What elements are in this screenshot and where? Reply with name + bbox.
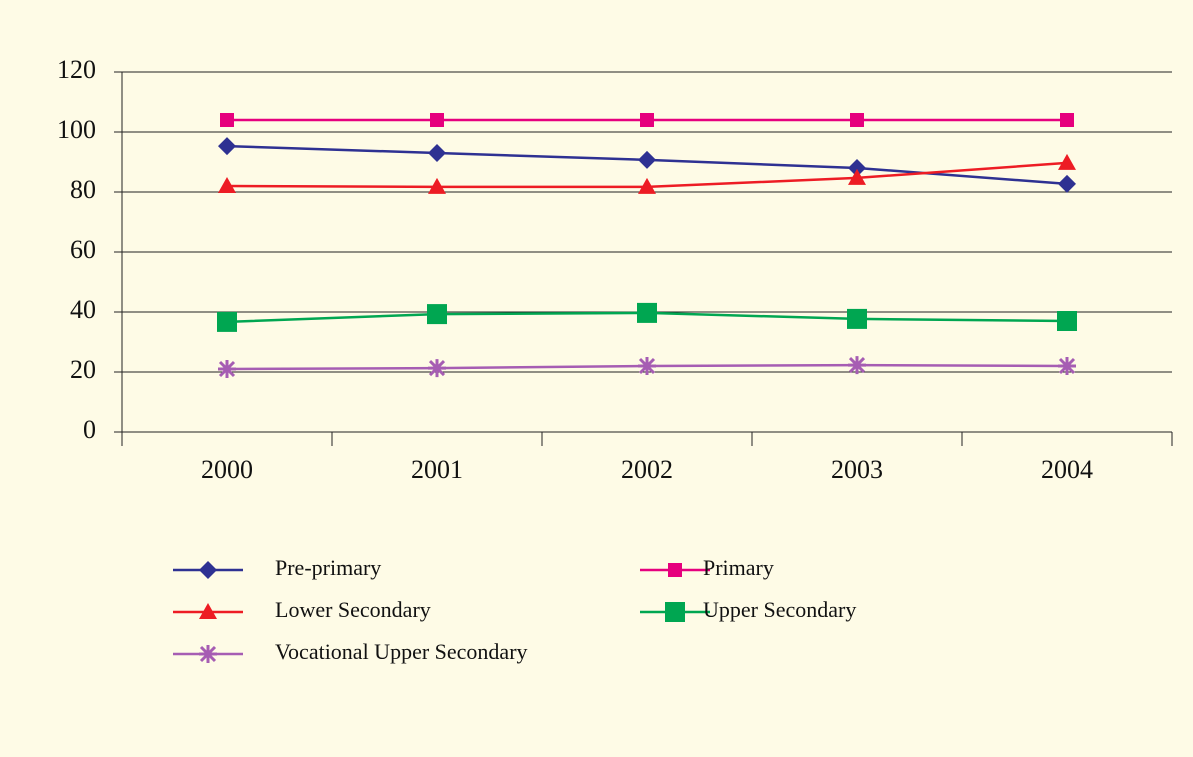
x-tick-label: 2002 — [621, 455, 673, 484]
marker — [1060, 113, 1074, 127]
marker — [218, 360, 236, 378]
marker — [850, 113, 864, 127]
x-tick-label: 2000 — [201, 455, 253, 484]
y-tick-label: 20 — [70, 355, 96, 384]
x-tick-label: 2004 — [1041, 455, 1093, 484]
y-tick-label: 0 — [83, 415, 96, 444]
marker — [637, 302, 657, 323]
marker — [218, 177, 236, 193]
y-tick-label: 40 — [70, 295, 96, 324]
marker — [218, 137, 236, 156]
legend-label: Vocational Upper Secondary — [275, 639, 528, 664]
legend-label: Pre-primary — [275, 555, 381, 580]
y-tick-label: 100 — [57, 115, 96, 144]
marker — [1058, 174, 1076, 193]
marker — [638, 177, 656, 194]
marker — [428, 177, 446, 194]
marker — [199, 645, 217, 663]
y-tick-label: 60 — [70, 235, 96, 264]
x-tick-label: 2001 — [411, 455, 463, 484]
marker — [1057, 311, 1077, 331]
marker — [430, 113, 444, 127]
marker — [1058, 357, 1076, 375]
marker — [665, 602, 685, 622]
marker — [428, 359, 446, 378]
marker — [220, 113, 234, 127]
marker — [638, 357, 656, 375]
marker — [1058, 153, 1076, 170]
legend-label: Lower Secondary — [275, 597, 431, 622]
y-tick-label: 80 — [70, 175, 96, 204]
marker — [640, 113, 654, 127]
y-tick-label: 120 — [57, 55, 96, 84]
marker — [638, 150, 656, 169]
marker — [217, 311, 237, 332]
marker — [668, 563, 682, 577]
marker — [848, 356, 866, 375]
marker — [848, 168, 866, 185]
marker — [428, 144, 446, 162]
legend-label: Upper Secondary — [703, 597, 856, 622]
marker — [199, 561, 217, 579]
marker — [427, 304, 447, 325]
marker — [847, 308, 867, 329]
legend-label: Primary — [703, 555, 774, 580]
marker — [848, 159, 866, 177]
marker — [199, 603, 217, 619]
x-tick-label: 2003 — [831, 455, 883, 484]
